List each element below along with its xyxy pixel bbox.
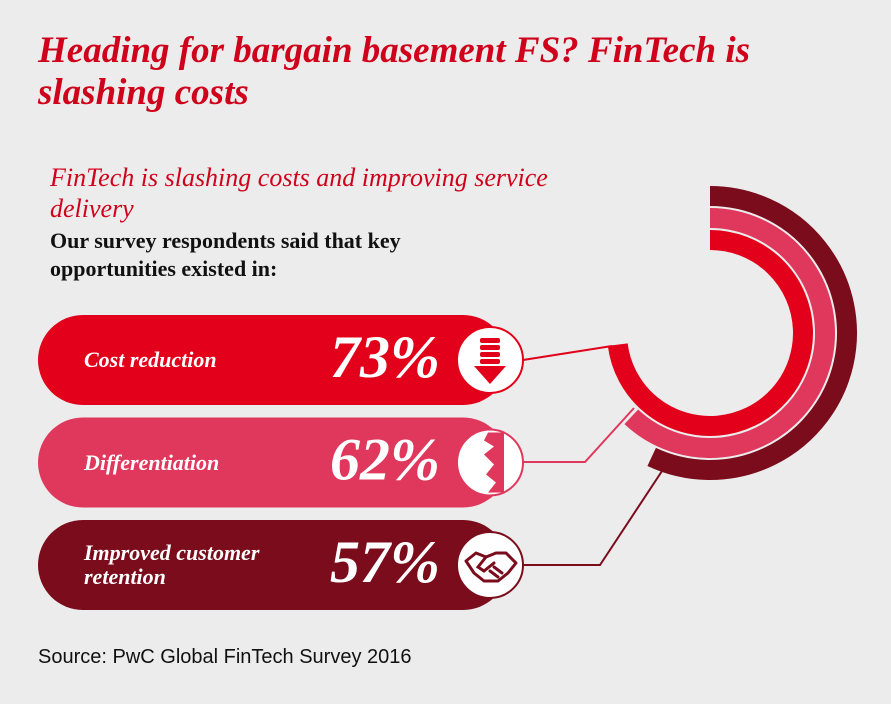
icon-part — [480, 338, 500, 343]
pill — [38, 520, 508, 610]
icon-part — [480, 352, 500, 357]
leader-line — [523, 407, 635, 463]
leader-line — [522, 345, 613, 361]
source: Source: PwC Global FinTech Survey 2016 — [38, 646, 412, 668]
icon-part — [480, 345, 500, 350]
icon-part — [484, 432, 504, 493]
icon — [484, 432, 504, 493]
leader-line — [523, 467, 665, 566]
icon-part — [475, 555, 504, 579]
pill — [38, 315, 508, 405]
value-label: 73% — [330, 324, 440, 390]
subtitle: FinTech is slashing costs and improving … — [50, 163, 548, 223]
chart-title: Heading for bargain basement FS? FinTech… — [38, 30, 751, 113]
icon-part — [480, 359, 500, 364]
icon-circle — [456, 428, 524, 497]
icon — [474, 338, 506, 384]
icon-part — [464, 551, 518, 583]
description: Our survey respondents said that key opp… — [50, 228, 401, 281]
category-label: Improved customer retention — [84, 540, 260, 589]
category-label: Cost reduction — [84, 347, 217, 372]
value-label: 57% — [330, 529, 440, 595]
pill — [38, 417, 508, 508]
icon-part — [474, 366, 506, 384]
arc-bar — [624, 208, 835, 458]
category-label: Differentiation — [84, 449, 220, 475]
value-label: 62% — [330, 426, 440, 492]
leaders — [522, 345, 665, 566]
icon — [464, 551, 518, 583]
arc-bar — [607, 230, 813, 436]
arc-bar — [647, 186, 857, 480]
